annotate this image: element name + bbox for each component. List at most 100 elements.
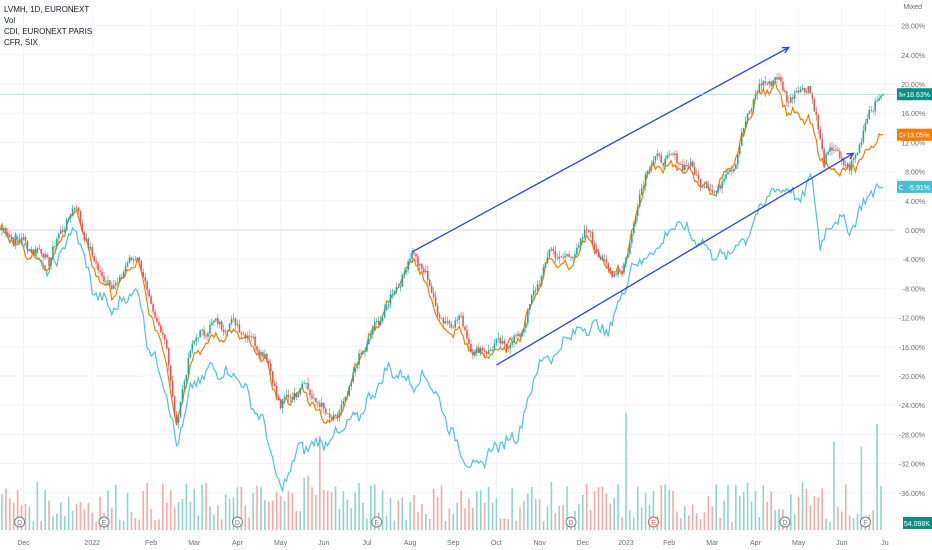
legend-main-symbol[interactable]: LVMH, 1D, EURONEXT: [4, 5, 90, 14]
volume-bar: [731, 521, 733, 530]
candle-body: [466, 329, 468, 339]
candle-body: [12, 239, 15, 245]
candle-body: [456, 319, 458, 321]
candle-body: [750, 108, 753, 112]
candle-body: [607, 263, 610, 269]
candle-body: [664, 158, 666, 166]
volume-bar: [417, 511, 419, 530]
volume-bar: [158, 519, 160, 530]
volume-bar: [181, 498, 184, 530]
volume-bar: [9, 498, 11, 530]
candle-body: [844, 164, 847, 166]
candle-body: [207, 333, 209, 337]
volume-bar: [754, 490, 757, 530]
candle-body: [236, 324, 239, 326]
volume-bar: [326, 491, 329, 530]
candle-body: [797, 90, 800, 93]
volume-bar: [503, 518, 506, 530]
candle-body: [344, 396, 347, 401]
volume-bar: [405, 519, 407, 530]
volume-bar: [856, 514, 859, 530]
volume-bar: [723, 500, 725, 530]
cfr-value-box: [903, 180, 932, 193]
candle-body: [105, 281, 107, 283]
legend-cfr[interactable]: CFR, SIX: [4, 38, 38, 47]
volume-bar: [672, 490, 674, 530]
candle-body: [217, 318, 219, 325]
candle-body: [509, 344, 511, 349]
candle-body: [538, 284, 541, 286]
volume-bar: [83, 509, 86, 530]
candle-body: [358, 353, 360, 365]
candle-body: [113, 285, 115, 290]
candle-body: [621, 271, 623, 273]
channel-drawing[interactable]: [411, 46, 855, 366]
legend-cdi[interactable]: CDI, EURONEXT PARIS: [4, 27, 93, 36]
candle-body: [114, 282, 117, 286]
volume-bar: [291, 492, 294, 530]
candle-body: [754, 93, 757, 100]
candle-body: [609, 268, 612, 272]
candle-body: [587, 230, 590, 232]
candle-body: [544, 262, 547, 268]
volume-bar: [256, 485, 258, 530]
candle-body: [377, 320, 380, 325]
candle-body: [562, 257, 564, 258]
candle-body: [678, 163, 680, 164]
candle-body: [366, 344, 368, 352]
candle-body: [150, 296, 152, 305]
candle-body: [709, 188, 712, 191]
candle-body: [336, 414, 339, 418]
candle-body: [589, 231, 592, 233]
volume-bar: [366, 518, 368, 530]
candle-body: [266, 353, 268, 361]
candle-body: [124, 266, 127, 272]
candle-body: [452, 327, 455, 329]
volume-bar: [287, 491, 290, 530]
candle-body: [725, 174, 727, 179]
volume-bars: [1, 412, 882, 530]
volume-bar: [169, 490, 172, 530]
candle-body: [215, 318, 217, 321]
volume-bar: [209, 506, 211, 530]
y-tick-label: 4.00%: [905, 199, 925, 206]
candle-body: [171, 380, 174, 397]
volume-bar: [550, 482, 553, 530]
volume-bar: [605, 493, 608, 530]
candle-body: [662, 162, 665, 166]
candle-body: [309, 389, 311, 396]
candle-body: [689, 161, 692, 166]
volume-bar: [585, 484, 588, 530]
candle-body: [291, 396, 294, 400]
candle-body: [38, 248, 41, 250]
candle-body: [593, 243, 596, 250]
candle-body: [523, 328, 525, 333]
volume-bar: [848, 515, 851, 530]
candle-body: [789, 97, 792, 103]
candle-body: [3, 228, 5, 229]
candle-body: [632, 223, 635, 233]
candle-body: [340, 404, 343, 411]
candle-body: [321, 402, 323, 407]
price-axis[interactable]: 28.00% 24.00% 20.00% 16.00% 12.00% 8.00% 4.00%…: [899, 24, 925, 498]
candle-body: [548, 249, 551, 257]
candle-body: [617, 270, 619, 275]
candle-body: [611, 271, 614, 277]
candle-body: [417, 256, 419, 266]
volume-bar: [91, 512, 94, 530]
volume-bar: [664, 484, 666, 530]
volume-bar: [597, 487, 600, 530]
volume-bar: [213, 514, 215, 530]
candle-body: [707, 185, 710, 189]
legend-volume[interactable]: Vol: [4, 16, 16, 25]
time-axis[interactable]: Dec 2022 Feb Mar Apr May Jun Jul Aug Sep Oct Nov Dec…: [17, 540, 888, 547]
candle-body: [650, 164, 653, 170]
candle-body: [634, 216, 637, 224]
candle-body: [850, 160, 853, 171]
candle-body: [75, 207, 78, 209]
volume-bar: [617, 484, 619, 530]
volume-bar: [876, 423, 878, 530]
scale-mode-label[interactable]: Mixed: [903, 4, 922, 11]
